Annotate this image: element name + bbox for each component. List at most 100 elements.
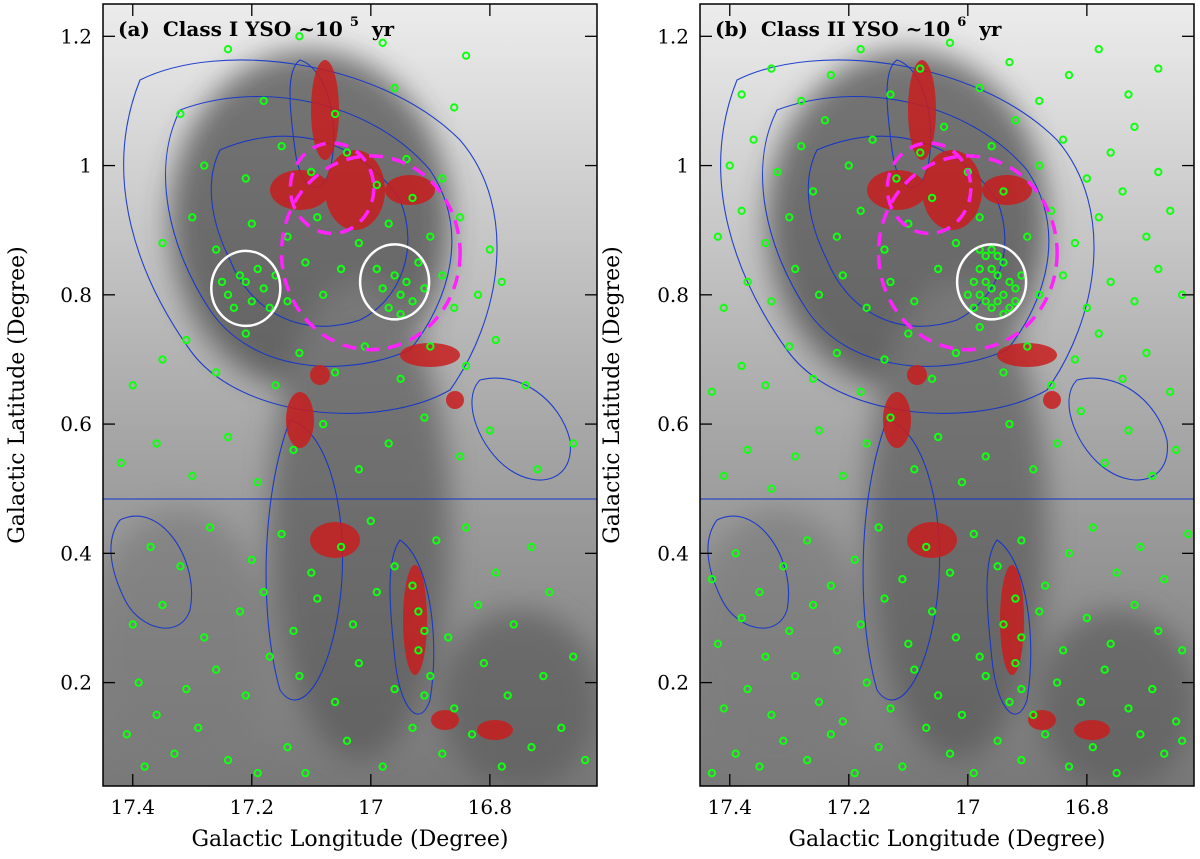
panel-a-yso-point (140, 762, 149, 771)
panel-a-yso-point (200, 633, 209, 642)
panel-a-yso-point (289, 626, 298, 636)
panel-a-yso-point (473, 600, 483, 610)
panel-a-yso-point (545, 587, 554, 597)
panel-a-yso-point (253, 264, 262, 274)
panel-b-yso-point (874, 523, 883, 532)
panel-b-xtick-label: 16.8 (1065, 795, 1110, 819)
panel-a-yso-point (283, 743, 292, 752)
panel-b-yso-point (814, 426, 824, 435)
panel-b-yso-point (1148, 471, 1157, 480)
panel-a-yso-point (330, 109, 340, 119)
panel-a-yso-point (354, 238, 364, 248)
panel-b-yso-point (969, 303, 978, 312)
panel-b-yso-point (761, 238, 770, 248)
panel-b-yso-point (993, 251, 1002, 261)
panel-b-yso-point (767, 297, 776, 306)
panel-b-yso-point (999, 620, 1008, 629)
panel-a-yso-point (307, 167, 316, 177)
panel-b-yso-point (814, 697, 824, 707)
panel-b-yso-point (945, 38, 955, 47)
panel-a-yso-point (491, 568, 500, 577)
panel-b-yso-point (1035, 290, 1044, 299)
panel-a-yso-point (384, 219, 393, 228)
panel-b-yso-point (916, 148, 925, 157)
panel-b-yso-point (1064, 549, 1074, 558)
panel-b-yso-point (826, 730, 836, 739)
panel-a-yso-point (336, 264, 346, 274)
panel-b-yso-point (719, 704, 728, 713)
panel-a-yso-point (265, 652, 274, 661)
panel-b-yso-point (880, 245, 889, 254)
panel-b-yso-point (802, 536, 812, 545)
panel-a-yso-point (336, 542, 346, 552)
panel-b-yso-point (1017, 755, 1026, 765)
panel-b-frame (699, 3, 1195, 787)
panel-a-yso-point (372, 264, 381, 274)
panel-b-yso-point (779, 736, 788, 745)
panel-a-ytick-label: 0.6 (60, 412, 92, 436)
panel-b-yso-point (743, 684, 752, 694)
panel-b-yso-point (975, 652, 984, 661)
panel-a-ytick-label: 1 (79, 154, 92, 178)
panel-a-yso-point (283, 297, 292, 306)
panel-b-yso-point (1118, 187, 1127, 196)
panel-b-yso-point (1130, 600, 1139, 610)
panel-b-yso-point (1094, 213, 1104, 222)
panel-a-yso-point (408, 723, 417, 732)
panel-b-yso-point (975, 264, 984, 274)
panel-a-yso-point (414, 258, 423, 267)
panel-a-yso-point (146, 542, 155, 552)
panel-a-yso-point (319, 419, 328, 429)
panel-a-yso-point (259, 587, 268, 597)
panel-a-yso-point (200, 161, 209, 170)
panel-b-yso-point (719, 471, 728, 480)
panel-b-yso-point (808, 600, 818, 610)
panel-a-yso-point (491, 335, 500, 345)
panel-a-yso-point (450, 303, 459, 312)
panel-a-yso-point (503, 691, 512, 700)
panel-a-yso-point (170, 749, 179, 758)
panel-b-yso-point (755, 587, 764, 597)
panel-b-yso-point (1005, 58, 1014, 67)
panel-b-yso-point (987, 284, 996, 293)
panel-b-yso-point (1171, 445, 1181, 455)
panel-a-yso-point (438, 271, 447, 280)
panel-b-yso-point (856, 206, 865, 216)
panel-a-yso-point (372, 587, 381, 597)
panel-b-yso-point (1124, 90, 1133, 99)
panel-b-yso-point (737, 206, 746, 216)
panel-b-yso-point (880, 594, 889, 603)
panel-b-xlabel: Galactic Longitude (Degree) (788, 827, 1105, 852)
panel-b-yso-point (731, 549, 740, 558)
panel-a-ytick-label: 1.2 (60, 24, 92, 48)
panel-a-yso-point (295, 671, 304, 681)
panel-b-yso-point (1130, 297, 1139, 306)
panel-b-yso-point (922, 542, 931, 552)
panel-b-yso-point (1064, 70, 1074, 80)
panel-b-yso-point (707, 575, 717, 584)
panel-a-yso-point (342, 148, 352, 157)
panel-b-yso-point (993, 736, 1002, 745)
panel-a-xtick-label: 17.2 (230, 795, 275, 819)
panel-b-yso-point (719, 303, 728, 312)
panel-a-yso-point (378, 38, 387, 47)
panel-a-yso-point (223, 432, 233, 442)
panel-b-yso-point (779, 562, 788, 571)
panel-b-yso-point (850, 555, 859, 564)
panel-b-yso-point (1142, 232, 1151, 241)
panel-b-yso-point (1017, 684, 1026, 694)
panel-b-yso-point (1106, 639, 1115, 648)
panel-b-yso-point (874, 743, 883, 752)
panel-a-yso-point (116, 458, 126, 468)
panel-a-yso-point (235, 607, 245, 616)
panel-b: 17.4 17.2 17 16.8 0.2 0.4 0.6 0.8 1 1.2 (b) Class… (657, 3, 1195, 819)
panel-b-yso-point (713, 232, 723, 241)
panel-b-yso-point (737, 613, 746, 623)
panel-b-yso-point (1142, 348, 1151, 358)
panel-b-yso-point (1154, 64, 1163, 73)
panel-a-yso-point (253, 478, 262, 487)
panel-b-yso-point (886, 277, 895, 287)
panel-b-yso-point (892, 174, 901, 183)
panel-b-ytick-label: 1.2 (657, 24, 689, 48)
panel-a-frame (102, 3, 598, 787)
